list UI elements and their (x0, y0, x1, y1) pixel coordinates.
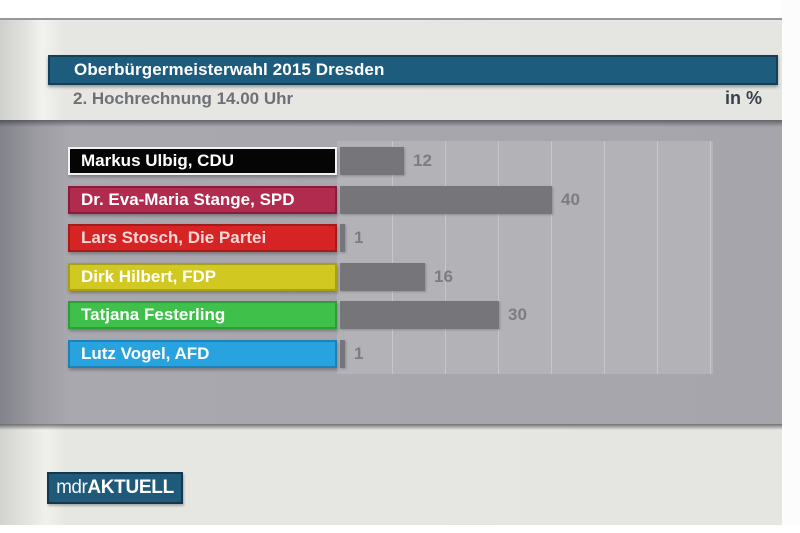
page-title: Oberbürgermeisterwahl 2015 Dresden (74, 60, 385, 79)
value-label: 12 (413, 151, 432, 170)
right-margin (782, 0, 800, 533)
subtitle-row: 2. Hochrechnung 14.00 Uhr in % (0, 86, 782, 116)
unit-label: in % (724, 88, 762, 108)
candidate-label: Dirk Hilbert, FDP (68, 263, 337, 291)
value-label: 1 (354, 344, 364, 363)
chart-row: Dirk Hilbert, FDP 16 (0, 263, 782, 291)
candidate-label: Markus Ulbig, CDU (68, 147, 337, 175)
title-bar: Oberbürgermeisterwahl 2015 Dresden (48, 55, 778, 85)
bar (340, 263, 425, 291)
logo-aktuell-text: AKTUELL (87, 477, 174, 498)
bar (340, 224, 345, 252)
candidate-label: Dr. Eva-Maria Stange, SPD (68, 186, 337, 214)
candidate-label: Lutz Vogel, AFD (68, 340, 337, 368)
header-band: Oberbürgermeisterwahl 2015 Dresden 2. Ho… (0, 20, 782, 127)
chart-row: Tatjana Festerling 30 (0, 301, 782, 329)
top-margin (0, 0, 800, 18)
chart-row: Markus Ulbig, CDU 12 (0, 147, 782, 175)
bottom-margin (0, 525, 800, 533)
bar (340, 340, 345, 368)
chart-panel (337, 141, 713, 374)
bar (340, 186, 552, 214)
footer-band: mdr AKTUELL (0, 424, 782, 527)
mdr-aktuell-logo: mdr AKTUELL (47, 472, 183, 504)
value-label: 16 (434, 267, 453, 286)
candidate-label: Lars Stosch, Die Partei (68, 224, 337, 252)
chart-rows: Markus Ulbig, CDU 12 Dr. Eva-Maria Stange,… (0, 20, 782, 525)
value-label: 40 (561, 190, 580, 209)
chart-row: Lars Stosch, Die Partei 1 (0, 224, 782, 252)
tv-graphic-frame: Markus Ulbig, CDU 12 Dr. Eva-Maria Stange,… (0, 18, 782, 527)
chart-row: Dr. Eva-Maria Stange, SPD 40 (0, 186, 782, 214)
value-label: 30 (508, 305, 527, 324)
candidate-label: Tatjana Festerling (68, 301, 337, 329)
subtitle: 2. Hochrechnung 14.00 Uhr (73, 89, 294, 108)
value-label: 1 (354, 228, 364, 247)
bar (340, 301, 499, 329)
chart-row: Lutz Vogel, AFD 1 (0, 340, 782, 368)
bar (340, 147, 404, 175)
logo-mdr-text: mdr (56, 477, 88, 498)
